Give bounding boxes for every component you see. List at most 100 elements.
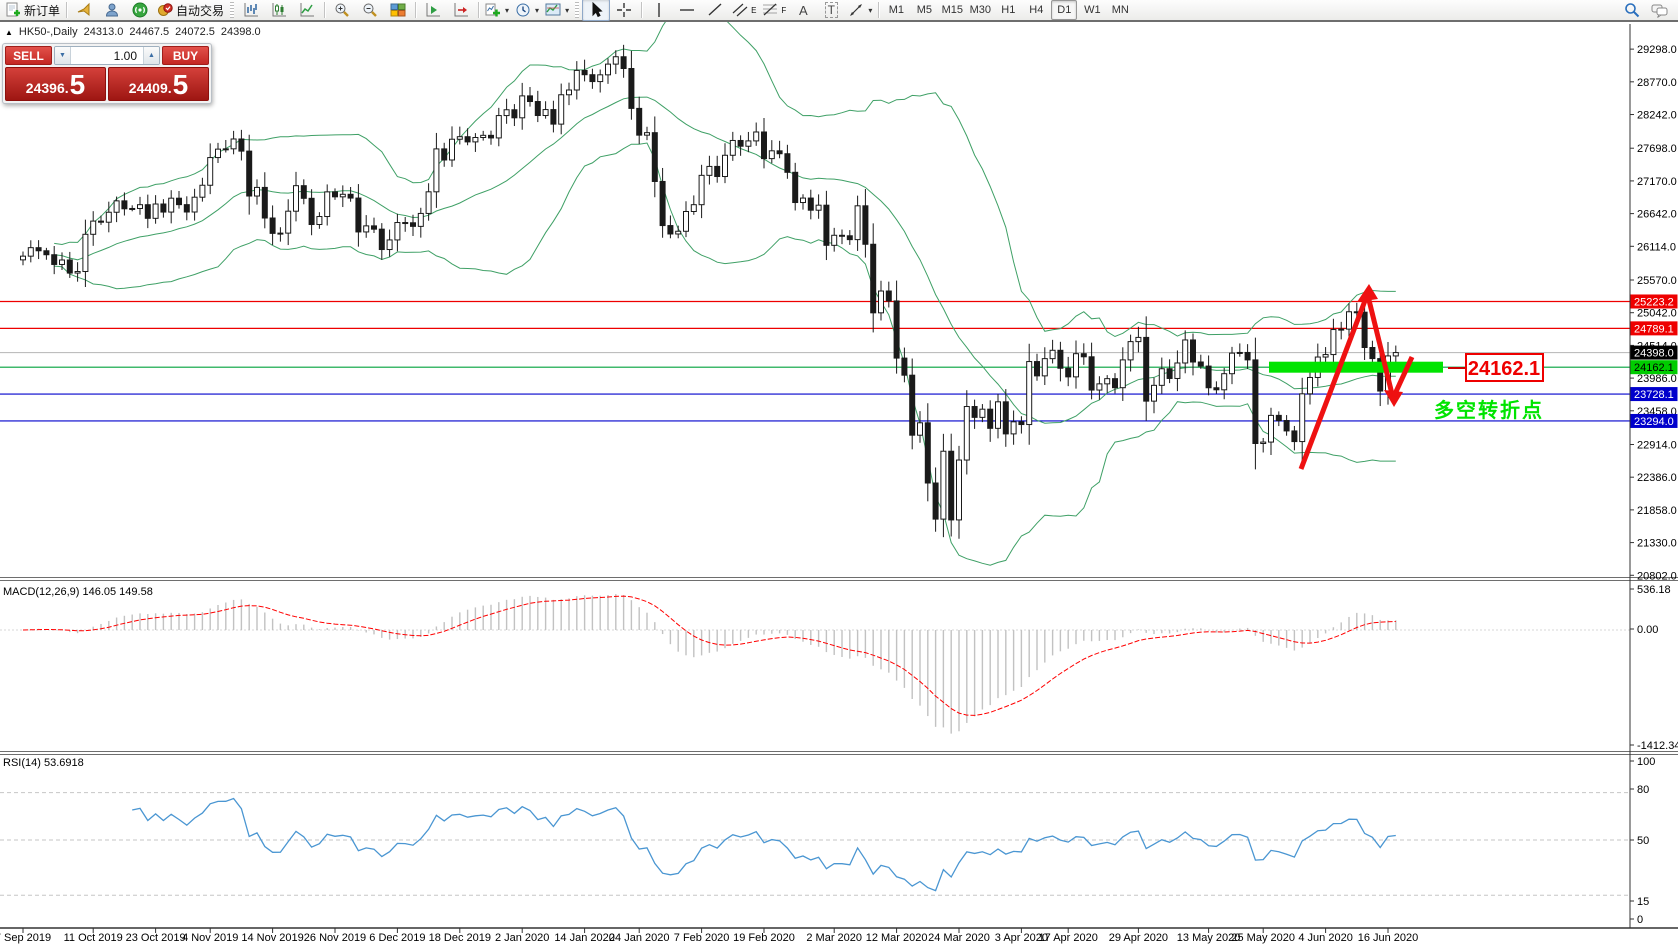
sell-button[interactable]: SELL [5,46,52,65]
zoom-in-button[interactable] [328,0,356,21]
chat-button[interactable] [1646,0,1674,21]
svg-text:11 Oct 2019: 11 Oct 2019 [64,932,123,944]
svg-text:80: 80 [1637,784,1649,796]
auto-trading-icon [158,3,173,16]
buy-price-box[interactable]: 24409 . 5 [108,67,209,101]
buy-price-main: 24409 [128,80,168,96]
news-button[interactable] [70,0,98,21]
svg-text:4 Jun 2020: 4 Jun 2020 [1298,932,1352,944]
text-tool-letter: A [798,2,808,18]
bar-chart-button[interactable] [237,0,265,21]
svg-text:26 Nov 2019: 26 Nov 2019 [304,932,366,944]
symbol-marker: ▲ [5,27,13,37]
auto-trading-label: 自动交易 [176,3,225,18]
rsi-pane: RSI(14) 53.6918 100 80 50 15 0 [0,756,1655,926]
fibonacci-tool-button[interactable]: F [759,0,789,21]
svg-text:20802.0: 20802.0 [1637,570,1677,582]
sell-price-box[interactable]: 24396 . 5 [5,67,106,101]
price-callout-box[interactable] [1465,353,1544,382]
svg-text:21330.0: 21330.0 [1637,538,1677,550]
timeframe-bar: M1 M5 M15 M30 H1 H4 D1 W1 MN [882,0,1134,20]
svg-text:19 Feb 2020: 19 Feb 2020 [733,932,795,944]
svg-text:24398.0: 24398.0 [1634,348,1674,360]
sell-price-big: 5 [69,69,86,100]
svg-text:29 Apr 2020: 29 Apr 2020 [1109,932,1168,944]
svg-text:24789.1: 24789.1 [1634,323,1674,335]
volume-increase-button[interactable]: ▲ [143,47,159,64]
timeframe-button-M5[interactable]: M5 [916,4,932,16]
cursor-tool-button[interactable] [582,0,611,21]
timeframe-button-MN[interactable]: MN [1111,4,1129,16]
svg-text:27698.0: 27698.0 [1637,143,1677,155]
svg-text:13 May 2020: 13 May 2020 [1177,932,1241,944]
one-click-trade-panel: SELL ▼ 1.00 ▲ BUY 24396 . 5 24409 . 5 [2,43,212,104]
tile-windows-button[interactable] [384,0,412,21]
new-order-button[interactable]: 新订单 [2,0,63,21]
horizontal-line-icon [680,9,695,11]
channel-letter: E [751,5,757,15]
crosshair-tool-button[interactable] [610,0,638,21]
svg-text:16 Jun 2020: 16 Jun 2020 [1358,932,1419,944]
fibonacci-letter: F [781,5,787,15]
timeframe-button-W1[interactable]: W1 [1084,4,1101,16]
svg-text:7 Feb 2020: 7 Feb 2020 [674,932,730,944]
symbol-header: ▲ HK50-,Daily 24313.0 24467.5 24072.5 24… [5,26,261,38]
periods-button[interactable]: ▾ [512,0,542,21]
zoom-out-button[interactable] [356,0,384,21]
dropdown-caret: ▾ [535,5,540,15]
channel-tool-button[interactable]: E [729,0,759,21]
arrows-tool-button[interactable]: ▾ [845,0,875,21]
auto-scroll-button[interactable] [419,0,447,21]
text-tool-button[interactable]: A [789,0,817,21]
channel-icon [732,3,748,17]
svg-text:18 Dec 2019: 18 Dec 2019 [429,932,491,944]
chart-shift-icon [454,3,469,17]
buy-button[interactable]: BUY [162,46,209,65]
svg-text:25042.0: 25042.0 [1637,308,1677,320]
svg-text:23986.0: 23986.0 [1637,373,1677,385]
tile-windows-icon [390,3,406,17]
candlestick-button[interactable] [265,0,293,21]
horizontal-line-tool-button[interactable] [673,0,701,21]
trendline-icon [708,3,722,16]
line-chart-button[interactable] [293,0,321,21]
ohlc-high: 24467.5 [129,26,170,38]
search-button[interactable] [1618,0,1646,21]
volume-input[interactable]: 1.00 [113,48,137,63]
timeframe-button-H1[interactable]: H1 [1001,4,1016,16]
volume-decrease-button[interactable]: ▼ [55,47,71,64]
svg-text:6 Dec 2019: 6 Dec 2019 [369,932,425,944]
indicators-button[interactable]: ▾ [482,0,512,21]
svg-text:22914.0: 22914.0 [1637,439,1677,451]
annotations: 24162.1 多空转折点 [1269,284,1544,470]
svg-text:21858.0: 21858.0 [1637,505,1677,517]
timeframe-button-H4[interactable]: H4 [1029,4,1044,16]
indicators-icon [485,3,501,17]
dropdown-caret: ▾ [868,5,873,15]
fibonacci-icon [763,3,778,16]
svg-text:25223.2: 25223.2 [1634,296,1674,308]
timeframe-button-M15[interactable]: M15 [941,4,964,16]
separator [878,2,880,18]
timeframe-button-M30[interactable]: M30 [969,4,992,16]
templates-button[interactable]: ▾ [542,0,572,21]
auto-trading-button[interactable]: 自动交易 [154,0,227,21]
signals-button[interactable] [126,0,154,21]
trendline-tool-button[interactable] [701,0,729,21]
svg-text:2 Mar 2020: 2 Mar 2020 [806,932,862,944]
text-label-tool-button[interactable]: T [817,0,845,21]
accounts-button[interactable] [98,0,126,21]
chart-shift-button[interactable] [447,0,475,21]
timeframe-button-D1[interactable]: D1 [1051,0,1078,20]
timeframe-button-M1[interactable]: M1 [888,4,904,16]
vertical-line-tool-button[interactable] [645,0,673,21]
svg-text:2 Jan 2020: 2 Jan 2020 [495,932,549,944]
toolbar-right [1618,0,1674,21]
support-bar[interactable] [1269,361,1443,373]
new-order-label: 新订单 [24,3,61,18]
volume-control: ▼ 1.00 ▲ [54,46,160,65]
ohlc-open: 24313.0 [83,26,124,38]
svg-text:7 Sep 2019: 7 Sep 2019 [0,932,51,944]
svg-text:24162.1: 24162.1 [1634,362,1674,374]
